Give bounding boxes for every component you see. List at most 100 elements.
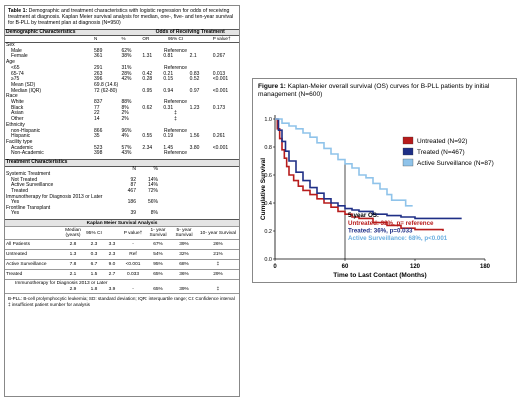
demographic-row: 65-74 263 28% 0.42 0.21 0.83 0.013 [5,70,239,78]
table-cell: Not Treated [11,176,38,183]
table-cell: 31% [121,64,132,71]
table-cell: 1.23 [189,104,200,111]
table-cell: 32% [171,249,197,261]
treatment-header-row: Treatment Characteristics [5,159,239,167]
demographic-row: Female 361 38% 1.31 0.81 2.1 0.267 [5,54,239,60]
demographic-row: non-Hispanic 866 96% Reference [5,127,239,135]
table-cell: ‡ [197,259,239,271]
table-cell: 2.1 [61,269,85,281]
table-cell: <0.001 [212,144,229,151]
km-column-header: P value† [121,226,145,241]
km-column-header [5,226,61,241]
treatment-row: Systemic Treatment [5,172,239,178]
figure-caption: Figure 1: Kaplan-Meier overall survival … [258,83,513,99]
table-cell: 14% [147,182,158,189]
km-table: Kaplan Meier Survival Analysis Median (y… [5,218,239,295]
table-cell: 42% [121,76,132,83]
table-cell: 0.83 [189,70,200,77]
table-cell: 38% [121,53,132,60]
table-cell: Untreated [5,249,61,261]
table-cell: 65-74 [11,70,24,77]
table-cell: Age [6,59,15,66]
legend-swatch-0 [402,136,414,145]
km-column-header: 5- year Survival [171,226,197,241]
table-cell: 96% [121,127,132,134]
table-cell: 65% [145,269,171,281]
table-cell: 0.15 [163,76,174,83]
table-cell: Academic [11,144,33,151]
demographic-row: Median (IQR) 72 (62-80) 0.95 0.94 0.97 <0.001 [5,87,239,95]
x-tick-label: 120 [410,264,421,270]
table-cell: Active Surveillance [11,182,54,189]
table-cell: Facility type [6,138,33,145]
treatment-row: Treated 467 72% [5,188,239,195]
y-tick-label: 0.4 [264,201,272,207]
table-cell: 14 [94,116,100,123]
treatment-row: Immunotherapy for Diagnosis 2013 or Late… [5,193,239,201]
table-cell: 26% [197,239,239,251]
subheader-cell: P value† [211,35,239,43]
table-cell: 0.42 [142,70,153,77]
table-cell: 14% [147,176,158,183]
table-cell: 0.261 [212,133,226,140]
demographic-row: Mean (SD) 69.8 (14.6) [5,81,239,89]
table-cell: White [11,99,24,106]
table-cell: Yes [11,199,20,206]
table-cell: 69.8 (14.6) [94,81,119,88]
demographic-header-row: Demographic Characteristics Odds of Rece… [5,28,239,37]
demographic-table: Demographic Characteristics Odds of Rece… [5,28,239,157]
figure-panel: Figure 1: Kaplan-Meier overall survival … [252,78,517,283]
table-cell: <0.001 [212,87,229,94]
table-cell: 1.8 [85,286,103,295]
table-cell: 67% [145,239,171,251]
table-cell: 2.1 [189,53,197,60]
table-cell: 2.3 [85,239,103,251]
table-cell: 1.31 [142,53,153,60]
table-cell: 467 [127,188,136,195]
table-cell: 0.267 [212,53,226,60]
table-cell: 9.0 [103,259,121,271]
table-cell: ‡ [197,286,239,295]
table-cell: 3.80 [189,144,200,151]
table-cell: Reference [163,127,188,134]
annotation-title: 5-year OS: [348,212,379,219]
annotation-line-1: Treated: 36%, p=0.033 [348,228,413,235]
table-cell: 68% [171,259,197,271]
survival-curve-1 [275,118,462,220]
km-column-header: Median (years) [61,226,85,241]
treatment-table: Treatment Characteristics N% Systemic Tre… [5,159,239,217]
legend-swatch-2 [402,158,414,167]
demographic-row: White 837 88% Reference [5,99,239,106]
demographic-row: Ethnicity [5,122,239,129]
table-cell: 7.8 [61,259,85,271]
table-cell: <0.001 [212,76,229,83]
km-row: Active Surveillance 7.8 6.7 9.0 <0.001 95% 68%… [5,259,239,271]
table-cell: 837 [94,99,103,106]
table-caption-label: Table 1: [8,8,28,14]
table-cell: Ref [121,249,145,261]
table-cell: 4% [121,133,129,140]
table-cell: Immunotherapy for Diagnosis 2013 or Late… [6,193,103,200]
table-caption: Table 1: Demographic and treatment chara… [5,6,239,29]
table-cell: Treated [5,269,61,281]
demographic-row: Race [5,94,239,100]
table-cell: 589 [94,47,103,54]
x-tick-label: 60 [342,264,349,270]
table-cell: 2.3 [103,249,121,261]
demographic-row: Age [5,59,239,66]
table-cell: 62% [121,47,132,54]
table-cell: Reference [163,47,188,54]
demographic-row: <65 291 31% Reference [5,64,239,72]
demographic-header: Demographic Characteristics [5,28,142,37]
subheader-cell: % [153,165,158,172]
km-header: Kaplan Meier Survival Analysis [5,218,239,228]
table-cell: 398 [94,150,103,157]
figure-caption-text: Kaplan-Meier overall survival (OS) curve… [258,83,490,98]
table-cell: <0.001 [121,259,145,271]
table-cell: 29% [197,269,239,281]
table-cell: 0.81 [163,53,174,60]
annotation-line-2: Active Surveillance: 68%, p<0.001 [348,235,448,242]
km-row: All Patients 2.8 2.3 3.3-67% 39% 26% [5,239,239,251]
table-cell: ‡ [174,110,177,117]
table-cell: 87 [130,182,136,189]
